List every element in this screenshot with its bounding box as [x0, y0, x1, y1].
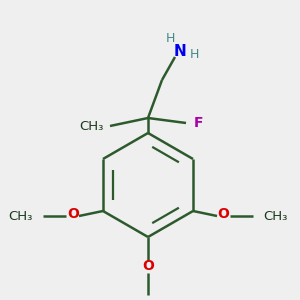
Text: O: O — [142, 259, 154, 273]
Text: CH₃: CH₃ — [263, 209, 287, 223]
Text: O: O — [217, 207, 229, 221]
Text: F: F — [194, 116, 203, 130]
Text: N: N — [174, 44, 186, 59]
Text: H: H — [189, 47, 199, 61]
Text: H: H — [165, 32, 175, 44]
Text: CH₃: CH₃ — [9, 209, 33, 223]
Text: O: O — [67, 207, 79, 221]
Text: CH₃: CH₃ — [80, 119, 104, 133]
